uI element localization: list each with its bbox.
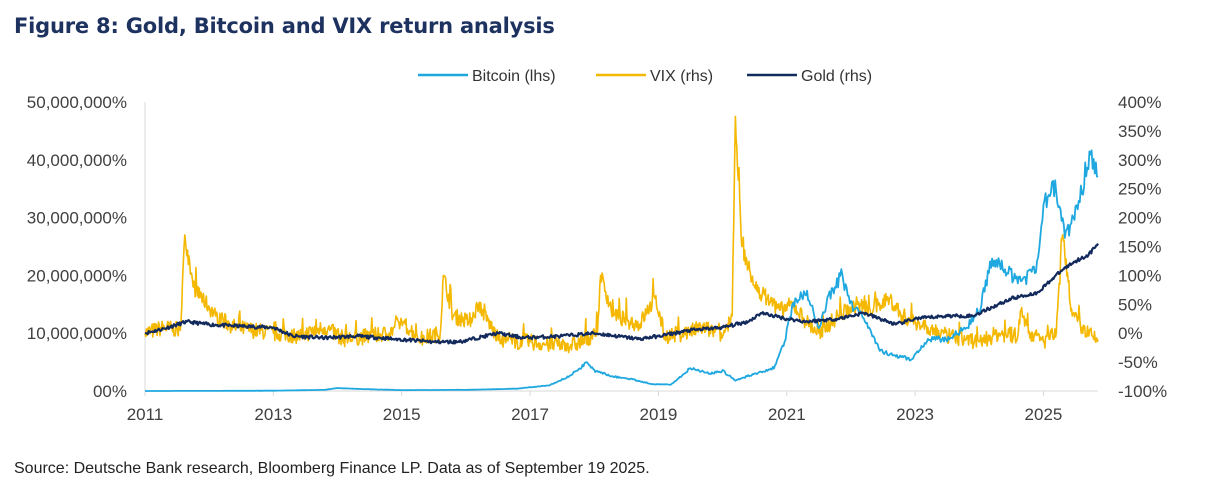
y-right-tick-label: 50% <box>1118 295 1152 314</box>
legend-label-gold: Gold (rhs) <box>801 68 872 85</box>
x-tick-label: 2017 <box>511 405 549 424</box>
x-tick-label: 2011 <box>127 405 164 424</box>
gold-series-line <box>144 243 1099 345</box>
y-right-tick-label: 350% <box>1118 122 1161 141</box>
x-tick-label: 2019 <box>639 405 677 424</box>
series-lines <box>144 115 1099 392</box>
y-right-tick-label: 400% <box>1118 93 1161 112</box>
y-right-tick-label: -100% <box>1118 382 1167 401</box>
y-right-tick-label: 250% <box>1118 180 1161 199</box>
axes: 00% 10,000,000% 20,000,000% 30,000,000% 40,0… <box>27 93 1167 424</box>
y-left-tick-label: 40,000,000% <box>27 151 127 170</box>
legend-label-vix: VIX (rhs) <box>650 68 713 85</box>
y-right-tick-label: 0% <box>1118 324 1143 343</box>
chart-title: Figure 8: Gold, Bitcoin and VIX return a… <box>14 14 555 38</box>
x-tick-label: 2015 <box>383 405 421 424</box>
x-tick-label: 2023 <box>896 405 934 424</box>
legend-label-bitcoin: Bitcoin (lhs) <box>472 68 556 85</box>
y-right-tick-label: -50% <box>1118 353 1158 372</box>
x-tick-label: 2021 <box>768 405 806 424</box>
y-right-tick-label: 200% <box>1118 209 1161 228</box>
y-left-tick-label: 30,000,000% <box>27 209 127 228</box>
y-right-tick-label: 300% <box>1118 151 1161 170</box>
y-left-tick-label: 10,000,000% <box>27 324 127 343</box>
y-right-tick-label: 100% <box>1118 266 1161 285</box>
y-right-tick-label: 150% <box>1118 238 1161 257</box>
x-tick-label: 2013 <box>254 405 292 424</box>
y-left-tick-label: 20,000,000% <box>27 266 127 285</box>
source-note: Source: Deutsche Bank research, Bloomber… <box>14 460 650 477</box>
y-left-tick-label: 00% <box>93 382 127 401</box>
bitcoin-series-line <box>145 149 1099 392</box>
y-left-tick-label: 50,000,000% <box>27 93 127 112</box>
x-tick-label: 2025 <box>1025 405 1063 424</box>
legend: Bitcoin (lhs) VIX (rhs) Gold (rhs) <box>418 68 872 85</box>
